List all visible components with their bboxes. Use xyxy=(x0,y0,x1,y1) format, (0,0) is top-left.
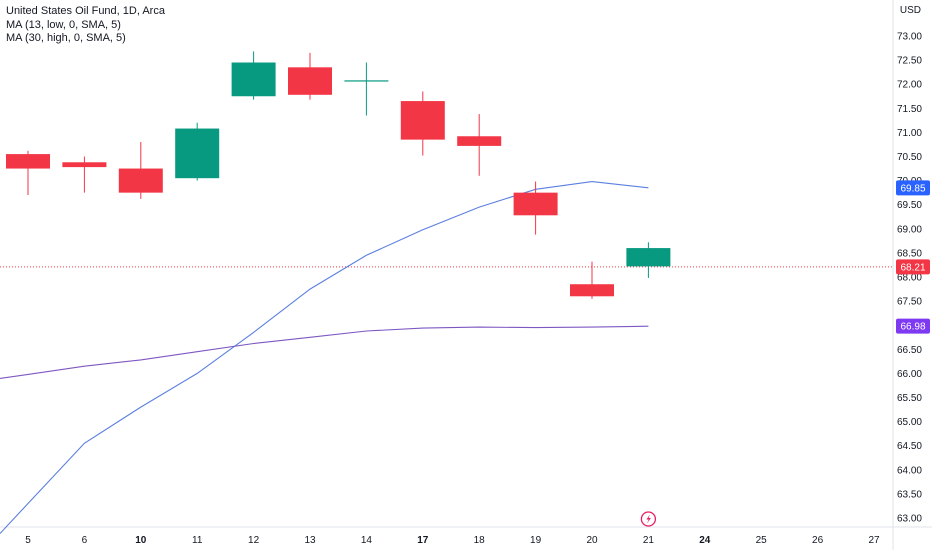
candle-body xyxy=(457,136,502,146)
y-tick-label: 63.50 xyxy=(897,489,922,500)
candle-19 xyxy=(513,181,558,235)
price-tag: 69.85 xyxy=(896,180,930,196)
candle-17 xyxy=(400,91,445,156)
price-tag-bg xyxy=(896,180,930,196)
candle-5 xyxy=(6,150,50,196)
y-tick-label: 67.50 xyxy=(897,297,922,308)
candles xyxy=(6,51,671,299)
y-tick-label: 71.50 xyxy=(897,104,922,115)
y-tick-label: 69.00 xyxy=(897,224,922,235)
y-tick-label: 68.50 xyxy=(897,248,922,259)
y-tick-label: 68.00 xyxy=(897,273,922,284)
candle-body xyxy=(626,248,671,267)
candle-21 xyxy=(626,242,671,278)
event-flash-icon xyxy=(640,511,657,527)
price-tag-label: 66.98 xyxy=(900,322,925,333)
x-tick-label: 6 xyxy=(82,535,88,546)
x-tick-label: 24 xyxy=(699,535,711,546)
y-tick-label: 72.50 xyxy=(897,56,922,67)
x-tick-label: 17 xyxy=(417,535,429,546)
candle-18 xyxy=(457,114,502,176)
candle-13 xyxy=(288,52,332,100)
time-axis[interactable]: 5 6 10 11 12 13 14 17 18 19 20 21 24 25 26 27 xyxy=(25,511,880,546)
x-tick-label: 18 xyxy=(474,535,486,546)
candle-body xyxy=(175,128,220,179)
y-tick-label: 72.00 xyxy=(897,80,922,91)
candle-20 xyxy=(570,261,614,299)
candle-12 xyxy=(231,51,276,100)
ma-fast-line xyxy=(0,181,649,534)
candle-body xyxy=(118,168,163,193)
candle-body xyxy=(570,284,614,297)
x-tick-label: 27 xyxy=(868,535,880,546)
candle-body xyxy=(344,80,389,82)
event-icon-bolt xyxy=(646,514,651,524)
x-tick-label: 14 xyxy=(361,535,373,546)
chart-legend: United States Oil Fund, 1D, Arca MA (13,… xyxy=(6,5,165,46)
ma-slow-legend[interactable]: MA (30, high, 0, SMA, 5) xyxy=(6,32,126,44)
x-tick-label: 10 xyxy=(135,535,147,546)
candle-10 xyxy=(118,142,163,199)
y-tick-label: 65.00 xyxy=(897,417,922,428)
price-tag-bg xyxy=(896,318,930,334)
x-tick-label: 5 xyxy=(25,535,31,546)
price-tag-label: 68.21 xyxy=(900,262,925,273)
y-tick-label: 65.50 xyxy=(897,393,922,404)
currency-label[interactable]: USD xyxy=(899,5,921,16)
candle-14 xyxy=(344,62,389,116)
y-tick-label: 64.00 xyxy=(897,465,922,476)
y-tick-label: 63.00 xyxy=(897,514,922,525)
candle-6 xyxy=(62,156,107,193)
y-tick-label: 64.50 xyxy=(897,441,922,452)
x-tick-label: 21 xyxy=(643,535,655,546)
candle-body xyxy=(513,192,558,216)
candle-body xyxy=(231,62,276,97)
y-tick-label: 69.50 xyxy=(897,200,922,211)
candle-body xyxy=(6,154,50,169)
x-tick-label: 12 xyxy=(248,535,260,546)
candle-11 xyxy=(175,122,220,181)
x-tick-label: 20 xyxy=(586,535,598,546)
candle-body xyxy=(62,162,107,168)
x-tick-label: 25 xyxy=(756,535,768,546)
x-tick-label: 11 xyxy=(192,535,203,546)
price-tags: 69.85 68.21 66.98 xyxy=(896,180,930,334)
y-tick-label: 71.00 xyxy=(897,128,922,139)
price-axis[interactable]: 63.00 63.50 64.00 64.50 65.00 65.50 66.00 66.50… xyxy=(897,32,922,525)
y-tick-label: 66.50 xyxy=(897,345,922,356)
y-tick-label: 70.50 xyxy=(897,152,922,163)
price-tag-bg xyxy=(896,259,930,275)
x-tick-label: 13 xyxy=(304,535,316,546)
moving-averages xyxy=(0,181,649,534)
x-tick-label: 26 xyxy=(812,535,824,546)
price-tag-label: 69.85 xyxy=(900,183,925,194)
candle-body xyxy=(400,101,445,140)
candle-body xyxy=(288,67,332,95)
symbol-title[interactable]: United States Oil Fund, 1D, Arca xyxy=(6,5,165,17)
x-tick-label: 19 xyxy=(530,535,542,546)
ma-fast-legend[interactable]: MA (13, low, 0, SMA, 5) xyxy=(6,18,121,31)
y-tick-label: 66.00 xyxy=(897,369,922,380)
price-tag: 66.98 xyxy=(896,318,930,334)
ma-slow-line xyxy=(0,325,649,379)
y-tick-label: 73.00 xyxy=(897,32,922,43)
price-tag: 68.21 xyxy=(896,259,930,275)
